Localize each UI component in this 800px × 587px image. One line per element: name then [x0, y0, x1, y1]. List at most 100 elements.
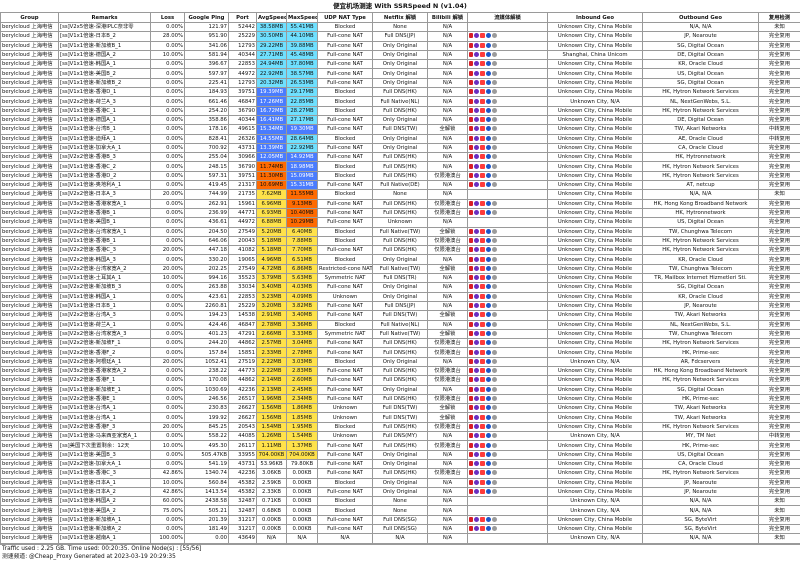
cell-avg-speed: 11.74MB [256, 161, 287, 172]
hbo-icon [474, 396, 479, 402]
cell-remarks: [ss]V1x1倍速-奥地利A_1 [58, 180, 151, 191]
cell-udp-nat: Full-cone NAT [317, 440, 373, 451]
disney-icon [486, 89, 491, 95]
cell-port: 44972 [228, 68, 257, 79]
table-row: berylcloud 上海电信 [ss]V1x1倍速-韩国A_1 0.00% 423.… [0, 291, 800, 302]
cell-reuse: 完全复用 [758, 254, 800, 265]
cell-reuse: 完全复用 [758, 105, 800, 116]
cell-loss: 0.00% [150, 282, 185, 293]
cell-avg-speed: 10.69MB [256, 180, 287, 191]
cell-group: berylcloud 上海电信 [0, 347, 59, 358]
disney-icon [486, 442, 491, 448]
cell-outbound-geo: HK, Hytron Network Services [642, 105, 759, 116]
cell-max-speed: 14.92MB [286, 152, 318, 163]
cell-port: 30966 [228, 152, 257, 163]
netflix-icon [469, 386, 473, 392]
cell-udp-nat: Unknown [317, 403, 373, 414]
disney-icon [486, 377, 491, 383]
cell-outbound-geo: KR, Oracle Cloud [642, 59, 759, 70]
cell-outbound-geo: AR, Fdcservers [642, 356, 759, 368]
cell-remarks: [ss]V1x1倍速-德国A_2 [58, 49, 151, 61]
cell-max-speed: 704.00KB [286, 449, 318, 460]
hbo-icon [474, 451, 479, 457]
disney-icon [486, 414, 491, 420]
cell-port: 49615 [228, 124, 257, 135]
cell-avg-speed: 16.41MB [256, 114, 287, 126]
cell-ping: 244.20 [184, 338, 229, 349]
table-row: berylcloud 上海电信 [ss]V2x2倍速-香港B_3 0.00% 255.… [0, 152, 800, 163]
speedtest-table: Group Remarks Loss Google Ping Port AvgS… [0, 12, 800, 544]
abema-icon [492, 228, 497, 234]
cell-ping: 194.23 [184, 310, 229, 321]
cell-netflix: N/A [372, 533, 428, 544]
cell-udp-nat: Full-cone NAT [317, 77, 373, 89]
cell-udp-nat: Unknown [317, 431, 373, 442]
cell-netflix: Full Native(TW) [372, 263, 428, 275]
cell-netflix: Only Original [372, 384, 428, 395]
cell-bilibili: N/A [427, 87, 468, 98]
cell-reuse: 未知 [758, 496, 800, 507]
cell-inbound-geo: Unknown City, China Mobile [547, 440, 643, 451]
cell-inbound-geo: Unknown City, China Mobile [547, 105, 643, 116]
cell-max-speed: 22.92MB [286, 142, 318, 154]
disney-icon [486, 135, 491, 141]
cell-reuse: 未知 [758, 505, 800, 516]
hbo-icon [474, 237, 479, 243]
table-row: berylcloud 上海电信 [ss]V1x1倍速-荷兰A_1 0.00% 424.… [0, 319, 800, 330]
abema-icon [492, 200, 497, 206]
cell-outbound-geo: HK, Hong Kong Broadband Network [642, 365, 759, 377]
cell-port: 25229 [228, 300, 257, 312]
cell-reuse: 完全复用 [758, 152, 800, 163]
table-row: berylcloud 上海电信 [ss]V1x1倍速-台湾B_1 0.00% 178.… [0, 124, 800, 135]
disney-icon [486, 321, 491, 327]
cell-remarks: [ss]V1x1倍速-韩国A_1 [58, 59, 151, 70]
youtube-icon [480, 107, 485, 113]
table-row: berylcloud 上海电信 [ss]V3x2倍速-香港家宽A_1 0.00% 26… [0, 198, 800, 209]
hbo-icon [474, 340, 479, 346]
cell-streaming [467, 365, 548, 377]
cell-max-speed: 3.33MB [286, 328, 318, 340]
cell-remarks: [ss]V1x1倍速-香港C_2 [58, 161, 151, 172]
cell-streaming [467, 77, 548, 89]
abema-icon [492, 265, 497, 271]
cell-port: 26117 [228, 440, 257, 451]
abema-icon [492, 247, 497, 253]
cell-netflix: Full DNS(HK) [372, 365, 428, 377]
table-row: berylcloud 上海电信 [ss]V1x1倍速-韩国A_1 0.00% 396.… [0, 59, 800, 70]
cell-udp-nat: Full-cone NAT [317, 198, 373, 209]
cell-group: berylcloud 上海电信 [0, 31, 59, 42]
cell-ping: 201.39 [184, 514, 229, 526]
cell-netflix: Full DNS(HK) [372, 245, 428, 256]
cell-udp-nat: Full-cone NAT [317, 310, 373, 321]
cell-reuse: 完全复用 [758, 347, 800, 358]
cell-inbound-geo: Unknown City, China Mobile [547, 263, 643, 275]
cell-remarks: [ss]V1x1倍速-美国B_3 [58, 449, 151, 460]
cell-remarks: [ss]V1x1倍速-美国A_2 [58, 505, 151, 516]
disney-icon [486, 228, 491, 234]
cell-group: berylcloud 上海电信 [0, 440, 59, 451]
youtube-icon [480, 228, 485, 234]
abema-icon [492, 79, 497, 85]
netflix-icon [469, 89, 473, 95]
netflix-icon [469, 200, 473, 206]
disney-icon [486, 182, 491, 188]
cell-group: berylcloud 上海电信 [0, 217, 59, 228]
cell-loss: 20.00% [150, 189, 185, 200]
youtube-icon [480, 349, 485, 355]
cell-udp-nat: Blocked [317, 356, 373, 368]
table-row: berylcloud 上海电信 [ss]V2x2倍速-台湾家宽A_1 0.00% 20… [0, 226, 800, 237]
cell-bilibili: N/A [427, 77, 468, 89]
cell-outbound-geo: N/A, N/A [642, 21, 759, 33]
cell-ping: 744.99 [184, 189, 229, 200]
cell-netflix: Only Original [372, 291, 428, 302]
cell-group: berylcloud 上海电信 [0, 68, 59, 79]
cell-remarks: [ss]V1x1倍速-香港C_3 [58, 468, 151, 479]
netflix-icon [469, 79, 473, 85]
cell-reuse: 中转复用 [758, 431, 800, 442]
cell-remarks: [ss]V2x2倍速-香港B_3 [58, 152, 151, 163]
cell-max-speed: 7.88MB [286, 235, 318, 247]
abema-icon [492, 488, 497, 494]
cell-netflix: Full DNS(HK) [372, 375, 428, 386]
cell-reuse: 完全复用 [758, 31, 800, 42]
cell-avg-speed: 53.96KB [256, 458, 287, 470]
